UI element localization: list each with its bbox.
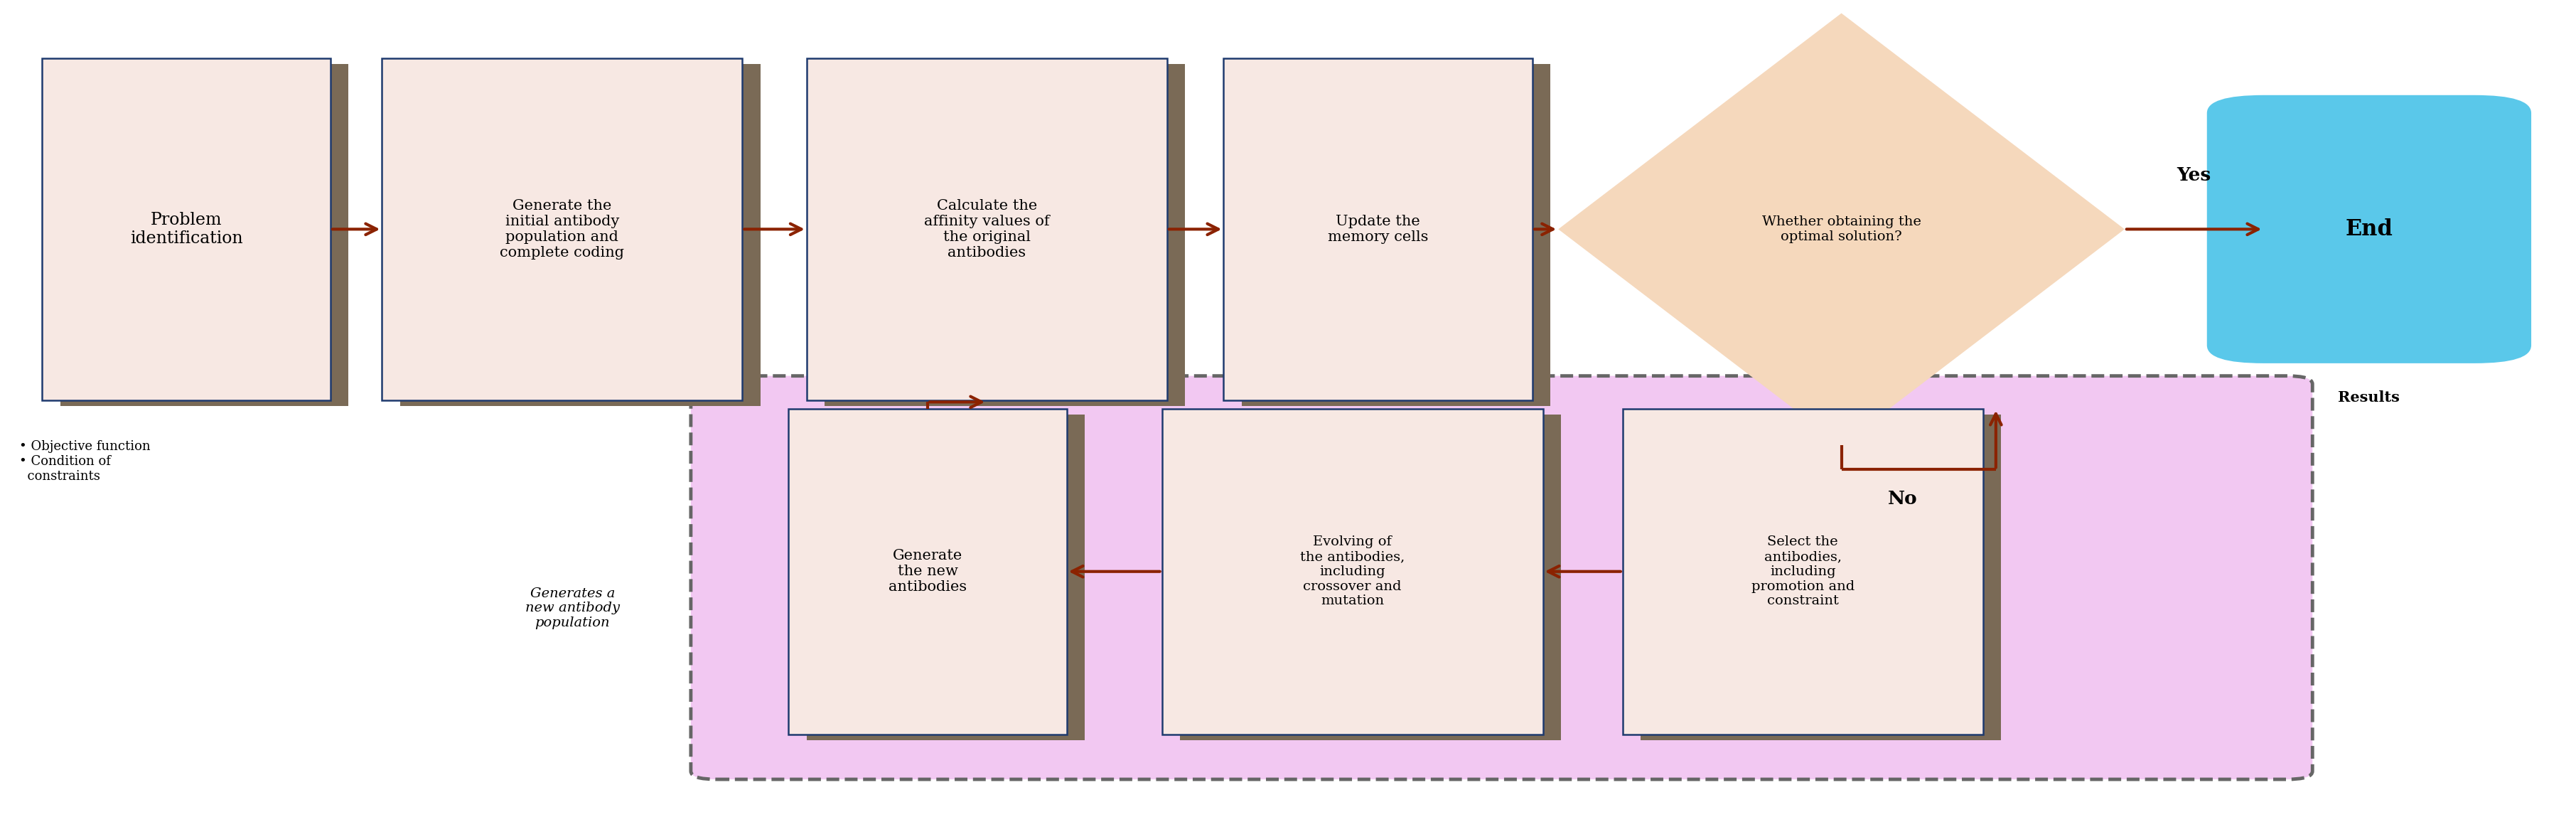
Text: Yes: Yes	[2177, 167, 2210, 185]
Bar	[381, 58, 742, 400]
Text: Whether obtaining the
optimal solution?: Whether obtaining the optimal solution?	[1762, 216, 1922, 243]
Text: Generates a
new antibody
population: Generates a new antibody population	[526, 587, 621, 629]
Bar	[824, 64, 1185, 406]
FancyBboxPatch shape	[2208, 95, 2532, 364]
Bar	[806, 414, 1084, 740]
Bar	[1224, 58, 1533, 400]
Text: End: End	[2344, 218, 2393, 240]
Bar	[788, 408, 1066, 734]
Text: Calculate the
affinity values of
the original
antibodies: Calculate the affinity values of the ori…	[925, 199, 1048, 260]
Text: Generate the
initial antibody
population and
complete coding: Generate the initial antibody population…	[500, 199, 623, 260]
Text: Update the
memory cells: Update the memory cells	[1327, 215, 1427, 243]
Bar	[59, 64, 348, 406]
Bar	[1242, 64, 1551, 406]
Bar	[399, 64, 760, 406]
Text: Results: Results	[2339, 391, 2401, 404]
Text: No: No	[1888, 490, 1917, 508]
Text: Select the
antibodies,
including
promotion and
constraint: Select the antibodies, including promoti…	[1752, 535, 1855, 608]
Text: Evolving of
the antibodies,
including
crossover and
mutation: Evolving of the antibodies, including cr…	[1301, 535, 1404, 608]
FancyBboxPatch shape	[690, 376, 2313, 779]
Polygon shape	[1558, 13, 2125, 445]
Bar	[1180, 414, 1561, 740]
Text: Generate
the new
antibodies: Generate the new antibodies	[889, 549, 966, 594]
Bar	[806, 58, 1167, 400]
Bar	[1162, 408, 1543, 734]
Bar	[1623, 408, 1984, 734]
Bar	[41, 58, 330, 400]
Text: Problem
identification: Problem identification	[129, 212, 242, 247]
Text: • Objective function
• Condition of
  constraints: • Objective function • Condition of cons…	[18, 440, 149, 483]
Bar	[1641, 414, 2002, 740]
